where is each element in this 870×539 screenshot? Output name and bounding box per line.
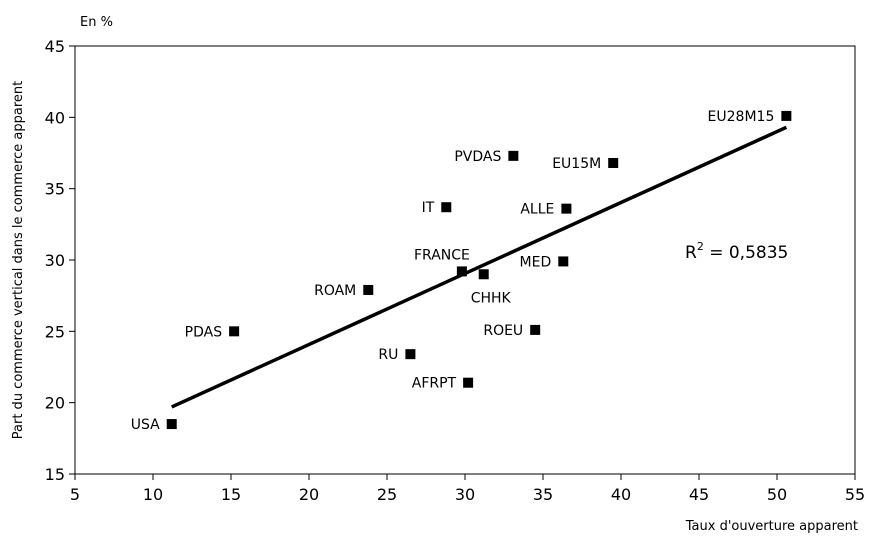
point-label: AFRPT xyxy=(412,376,457,392)
point-label: RU xyxy=(378,347,398,363)
point-label: CHHK xyxy=(471,290,512,306)
y-tick-label: 40 xyxy=(45,108,65,127)
x-tick-label: 40 xyxy=(611,485,631,504)
data-point xyxy=(508,150,519,161)
y-tick-label: 25 xyxy=(45,322,65,341)
x-tick-label: 30 xyxy=(455,485,475,504)
x-axis-title: Taux d'ouverture apparent xyxy=(685,519,858,534)
point-label: MED xyxy=(520,254,552,270)
y-axis-title: Part du commerce vertical dans le commer… xyxy=(11,81,26,439)
data-point xyxy=(441,202,452,213)
y-tick-label: 30 xyxy=(45,251,65,270)
y-tick-label: 20 xyxy=(45,394,65,413)
point-label: EU28M15 xyxy=(708,109,775,125)
data-point xyxy=(405,349,416,360)
x-tick-label: 55 xyxy=(845,485,865,504)
y-tick-label: 15 xyxy=(45,465,65,484)
data-point xyxy=(530,324,541,335)
data-point xyxy=(363,284,374,295)
data-point xyxy=(456,266,467,277)
r-squared-exponent: 2 xyxy=(697,240,704,253)
point-label: ROAM xyxy=(314,283,356,299)
x-tick-label: 25 xyxy=(377,485,397,504)
y-tick-label: 35 xyxy=(45,180,65,199)
point-label: PDAS xyxy=(185,324,223,340)
data-point xyxy=(463,377,474,388)
x-tick-label: 45 xyxy=(689,485,709,504)
data-point xyxy=(608,157,619,168)
r-squared-value: = 0,5835 xyxy=(704,243,789,263)
point-label: IT xyxy=(422,200,435,216)
point-label: FRANCE xyxy=(414,247,470,263)
data-point xyxy=(478,269,489,280)
data-point xyxy=(166,419,177,430)
point-label: USA xyxy=(131,417,160,433)
x-tick-label: 15 xyxy=(221,485,241,504)
trendline xyxy=(170,125,788,409)
point-label: PVDAS xyxy=(454,149,501,165)
data-point xyxy=(229,326,240,337)
data-point xyxy=(781,110,792,121)
data-point xyxy=(561,203,572,214)
point-label: EU15M xyxy=(552,156,601,172)
y-tick-label: 45 xyxy=(45,37,65,56)
point-label: ROEU xyxy=(483,323,523,339)
x-tick-label: 10 xyxy=(143,485,163,504)
r-squared-label: R2 = 0,5835 xyxy=(685,240,788,263)
unit-label: En % xyxy=(80,15,113,30)
x-tick-label: 5 xyxy=(70,485,80,504)
point-label: ALLE xyxy=(520,202,554,218)
r-squared-symbol: R xyxy=(685,243,697,263)
x-tick-label: 35 xyxy=(533,485,553,504)
x-tick-label: 20 xyxy=(299,485,319,504)
x-tick-label: 50 xyxy=(767,485,787,504)
data-point xyxy=(558,256,569,267)
